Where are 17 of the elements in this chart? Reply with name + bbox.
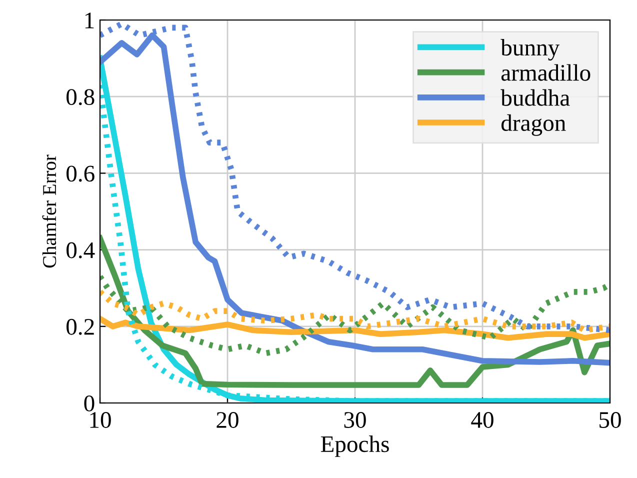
x-tick-label: 30 <box>344 412 366 428</box>
x-tick-label: 50 <box>600 412 621 428</box>
x-axis-title: Epochs <box>320 436 389 457</box>
y-tick-label: 0 <box>84 395 94 412</box>
x-tick-label: 10 <box>90 412 111 428</box>
y-tick-label: 1 <box>85 12 94 28</box>
x-tick-label: 40 <box>471 412 494 428</box>
legend-label: dragon <box>501 114 566 136</box>
legend-label: buddha <box>500 89 570 106</box>
y-tick-label: 0.4 <box>66 242 95 258</box>
legend-label: armadillo <box>501 64 590 81</box>
y-tick-label: 0.6 <box>66 166 94 182</box>
x-tick-label: 20 <box>216 412 238 428</box>
y-tick-label: 0.8 <box>66 89 94 106</box>
y-tick-label: 0.2 <box>66 318 94 335</box>
legend-label: bunny <box>500 39 560 61</box>
y-axis-title: Chamfer Error <box>42 154 56 268</box>
